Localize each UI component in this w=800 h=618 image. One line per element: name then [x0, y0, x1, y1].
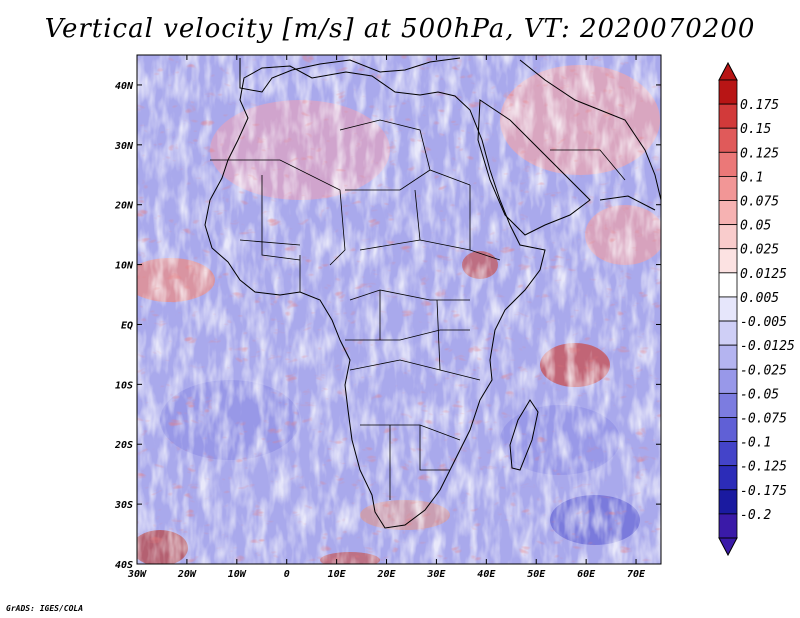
lon-tick-label: 20E	[376, 569, 396, 580]
lat-tick-label: 20S	[114, 440, 133, 451]
colorbar-segment	[718, 441, 738, 467]
lat-tick-label: 20N	[114, 201, 134, 212]
lon-tick-label: 20W	[177, 569, 197, 580]
colorbar-label: -0.175	[740, 484, 787, 499]
colorbar-segment	[718, 320, 738, 346]
lon-tick-label: 60E	[577, 569, 596, 580]
colorbar-top-arrow	[718, 61, 738, 81]
colorbar-segment	[718, 489, 738, 515]
lon-tick-label: 70E	[627, 569, 646, 580]
axis-layer: 30W 20W 10W 0 10E 20E 30E 40E 50E 60E 70E 40S 30S 20S…	[114, 55, 661, 580]
country-borders	[210, 119, 626, 500]
lat-tick-label: 10S	[115, 380, 133, 391]
lon-tick-label: 50E	[527, 569, 546, 580]
colorbar-label: -0.125	[740, 460, 787, 475]
colorbar-label: 0.125	[740, 146, 779, 161]
lat-tick-label: 40N	[115, 81, 134, 92]
map-panel	[137, 55, 661, 564]
credit-label: GrADS: IGES/COLA	[6, 604, 84, 613]
coastline-arabia	[477, 99, 591, 236]
colorbar-label: -0.025	[740, 363, 787, 378]
lat-tick-label: 30S	[114, 500, 133, 511]
colorbar-label: -0.005	[740, 315, 787, 330]
colorbar-label: 0.075	[740, 195, 779, 210]
map-frame	[136, 54, 662, 565]
colorbar: 0.175 0.15 0.125 0.1 0.075 0.05 0.025 0.0125 0.0…	[718, 61, 795, 557]
coastline-europe	[239, 57, 461, 93]
lon-tick-label: 10W	[228, 569, 247, 580]
colorbar-label: 0.05	[740, 219, 771, 234]
colorbar-segment	[718, 392, 738, 418]
coastline-asia	[519, 59, 661, 211]
colorbar-segment	[718, 513, 738, 539]
coastline-africa	[204, 65, 546, 529]
lat-tick-label: 10N	[115, 261, 134, 272]
colorbar-segment	[718, 248, 738, 274]
colorbar-label: 0.005	[740, 291, 779, 306]
colorbar-segment	[718, 296, 738, 322]
colorbar-segment	[718, 200, 738, 226]
colorbar-segment	[718, 417, 738, 442]
colorbar-label: -0.0125	[740, 339, 795, 354]
colorbar-label: 0.175	[740, 98, 779, 113]
lon-tick-label: 40E	[477, 569, 496, 580]
colorbar-segment	[718, 79, 738, 105]
colorbar-segment	[718, 224, 738, 250]
lat-tick-label: 30N	[114, 141, 134, 152]
colorbar-segment	[718, 127, 738, 153]
lon-tick-label: 30W	[127, 569, 147, 580]
colorbar-label: 0.0125	[740, 267, 787, 282]
colorbar-segment	[718, 176, 738, 201]
colorbar-segment	[718, 272, 738, 298]
lat-tick-label: EQ	[121, 320, 133, 331]
colorbar-bottom-arrow	[718, 537, 738, 557]
colorbar-segment	[718, 103, 738, 129]
colorbar-segment	[718, 344, 738, 370]
colorbar-label: 0.1	[740, 170, 763, 185]
lat-tick-label: 40S	[115, 560, 133, 571]
lon-tick-label: 30E	[426, 569, 446, 580]
colorbar-label: -0.075	[740, 411, 787, 426]
lon-tick-label: 10E	[328, 569, 347, 580]
colorbar-segment	[718, 465, 738, 491]
colorbar-label: -0.05	[740, 387, 779, 402]
colorbar-segment	[718, 368, 738, 394]
colorbar-label: 0.025	[740, 243, 779, 258]
colorbar-label: 0.15	[740, 122, 771, 137]
field-texture-red	[137, 55, 661, 564]
colorbar-label: -0.1	[740, 436, 771, 451]
colorbar-label: -0.2	[740, 508, 771, 523]
coastline-madagascar	[509, 399, 539, 471]
colorbar-segment	[718, 151, 738, 177]
plot-title: Vertical velocity [m/s] at 500hPa, VT: 2…	[44, 14, 756, 44]
lon-tick-label: 0	[284, 569, 290, 580]
